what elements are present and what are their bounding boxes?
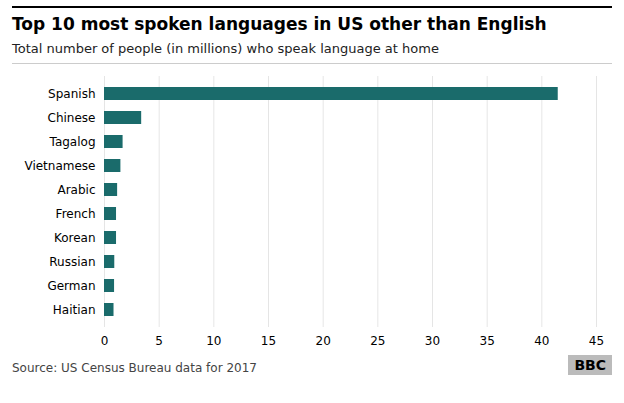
svg-text:Vietnamese: Vietnamese — [24, 159, 95, 173]
svg-text:French: French — [56, 207, 96, 221]
html-text:Top 10 most spoken languages i: Top 10 most spoken languages in US other… — [12, 14, 547, 34]
svg-text:30: 30 — [425, 334, 440, 348]
svg-text:20: 20 — [316, 334, 331, 348]
svg-text:45: 45 — [589, 334, 604, 348]
svg-text:5: 5 — [155, 334, 163, 348]
svg-text:0: 0 — [101, 334, 109, 348]
svg-text:Tagalog: Tagalog — [49, 135, 96, 149]
svg-text:10: 10 — [206, 334, 221, 348]
svg-text:40: 40 — [534, 334, 549, 348]
svg-text:Russian: Russian — [49, 255, 95, 269]
svg-text:Chinese: Chinese — [48, 111, 96, 125]
svg-text:Haitian: Haitian — [53, 303, 96, 317]
svg-text:Spanish: Spanish — [48, 87, 95, 101]
svg-text:German: German — [47, 279, 95, 293]
svg-text:25: 25 — [370, 334, 385, 348]
html-text:BBC: BBC — [574, 357, 606, 373]
svg-text:15: 15 — [261, 334, 276, 348]
svg-text:Korean: Korean — [54, 231, 96, 245]
html-text:Source: US Census Bureau data: Source: US Census Bureau data for 2017 — [12, 361, 257, 375]
svg-text:35: 35 — [480, 334, 495, 348]
svg-text:Arabic: Arabic — [57, 183, 95, 197]
html-text:Total number of people (in mil: Total number of people (in millions) who… — [12, 41, 439, 56]
